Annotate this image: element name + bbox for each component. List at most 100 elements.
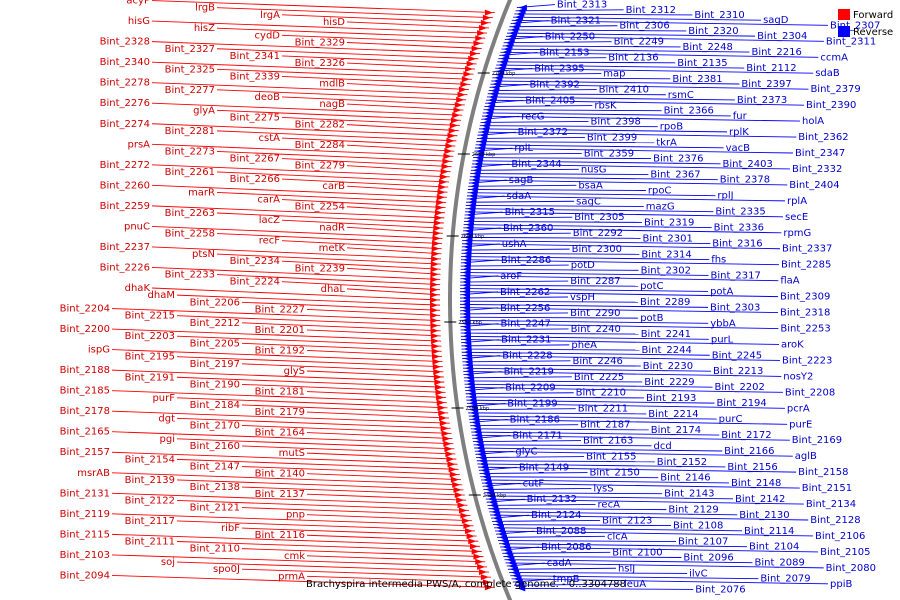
- forward-gene-label[interactable]: Bint_2278: [100, 78, 150, 89]
- forward-gene-label[interactable]: Bint_2139: [125, 475, 175, 486]
- reverse-gene-label[interactable]: Bint_2359: [584, 148, 634, 159]
- forward-gene-label[interactable]: Bint_2260: [100, 180, 150, 191]
- reverse-gene-label[interactable]: Bint_2128: [810, 515, 860, 526]
- reverse-gene-label[interactable]: Bint_2134: [806, 499, 856, 510]
- forward-gene-label[interactable]: dhaL: [321, 284, 346, 295]
- reverse-gene-label[interactable]: Bint_2315: [505, 207, 555, 218]
- forward-gene-label[interactable]: Bint_2341: [230, 51, 280, 62]
- forward-gene-label[interactable]: Bint_2215: [125, 311, 175, 322]
- forward-gene-label[interactable]: Bint_2339: [230, 71, 280, 82]
- forward-gene-label[interactable]: Bint_2115: [60, 529, 110, 540]
- forward-gene-label[interactable]: Bint_2234: [230, 256, 280, 267]
- forward-gene-label[interactable]: Bint_2273: [165, 146, 215, 157]
- reverse-gene-label[interactable]: nusG: [581, 164, 607, 175]
- forward-gene-label[interactable]: Bint_2111: [125, 537, 175, 548]
- forward-gene-label[interactable]: Bint_2266: [230, 174, 280, 185]
- reverse-gene-label[interactable]: Bint_2390: [806, 100, 856, 111]
- reverse-gene-label[interactable]: potC: [640, 281, 663, 292]
- reverse-gene-label[interactable]: Bint_2193: [646, 393, 696, 404]
- forward-gene-label[interactable]: prmA: [278, 571, 305, 582]
- reverse-gene-label[interactable]: Bint_2108: [673, 521, 723, 532]
- reverse-gene-label[interactable]: Bint_2150: [590, 468, 640, 479]
- reverse-gene-label[interactable]: Bint_2262: [500, 287, 550, 298]
- reverse-gene-label[interactable]: aroF: [500, 271, 522, 282]
- reverse-gene-label[interactable]: Bint_2347: [795, 148, 845, 159]
- reverse-gene-label[interactable]: Bint_2362: [798, 132, 848, 143]
- reverse-gene-label[interactable]: Bint_2381: [672, 74, 722, 85]
- forward-gene-label[interactable]: Bint_2195: [125, 352, 175, 363]
- reverse-gene-label[interactable]: flaA: [780, 276, 799, 287]
- reverse-gene-label[interactable]: rbsK: [594, 101, 617, 112]
- forward-gene-label[interactable]: Bint_2233: [165, 270, 215, 281]
- reverse-gene-label[interactable]: Bint_2216: [751, 47, 801, 58]
- reverse-gene-label[interactable]: Bint_2194: [716, 398, 766, 409]
- forward-gene-label[interactable]: msrAB: [77, 468, 110, 479]
- reverse-gene-label[interactable]: Bint_2124: [531, 510, 581, 521]
- forward-gene-label[interactable]: Bint_2279: [295, 161, 345, 172]
- reverse-gene-label[interactable]: Bint_2151: [802, 483, 852, 494]
- forward-gene-label[interactable]: Bint_2275: [230, 112, 280, 123]
- forward-gene-label[interactable]: Bint_2185: [60, 386, 110, 397]
- reverse-gene-label[interactable]: mazG: [646, 201, 675, 212]
- reverse-gene-label[interactable]: tmpB: [553, 574, 580, 585]
- reverse-gene-label[interactable]: Bint_2096: [683, 552, 733, 563]
- forward-gene-label[interactable]: Bint_2261: [165, 167, 215, 178]
- reverse-gene-label[interactable]: cadA: [547, 558, 572, 569]
- reverse-gene-label[interactable]: Bint_2344: [511, 159, 561, 170]
- reverse-gene-label[interactable]: Bint_2230: [643, 361, 693, 372]
- reverse-gene-label[interactable]: Bint_2166: [724, 446, 774, 457]
- reverse-gene-label[interactable]: Bint_2319: [644, 217, 694, 228]
- forward-gene-label[interactable]: deoB: [255, 92, 281, 103]
- forward-gene-label[interactable]: Bint_2281: [165, 126, 215, 137]
- reverse-gene-label[interactable]: Bint_2244: [642, 345, 692, 356]
- forward-gene-label[interactable]: Bint_2237: [100, 242, 150, 253]
- forward-gene-label[interactable]: lrgA: [260, 10, 280, 21]
- forward-gene-label[interactable]: prsA: [127, 139, 150, 150]
- forward-gene-label[interactable]: glyS: [284, 366, 305, 377]
- reverse-gene-label[interactable]: Bint_2321: [551, 16, 601, 27]
- forward-gene-label[interactable]: cstA: [259, 133, 281, 144]
- reverse-gene-label[interactable]: Bint_2376: [653, 154, 703, 165]
- forward-gene-label[interactable]: dgt: [158, 413, 175, 424]
- reverse-gene-label[interactable]: Bint_2305: [574, 212, 624, 223]
- reverse-gene-label[interactable]: Bint_2086: [541, 542, 591, 553]
- reverse-gene-label[interactable]: Bint_2105: [820, 547, 870, 558]
- forward-gene-label[interactable]: Bint_2138: [190, 482, 240, 493]
- forward-gene-label[interactable]: Bint_2201: [255, 325, 305, 336]
- reverse-gene-label[interactable]: Bint_2392: [530, 79, 580, 90]
- reverse-gene-label[interactable]: Bint_2186: [510, 414, 560, 425]
- reverse-gene-label[interactable]: Bint_2245: [712, 350, 762, 361]
- reverse-gene-label[interactable]: Bint_2313: [557, 0, 607, 11]
- reverse-gene-label[interactable]: Bint_2410: [599, 85, 649, 96]
- forward-gene-label[interactable]: Bint_2226: [100, 262, 150, 273]
- reverse-gene-label[interactable]: potA: [710, 286, 733, 297]
- forward-gene-label[interactable]: Bint_2340: [100, 57, 150, 68]
- reverse-gene-label[interactable]: Bint_2155: [586, 452, 636, 463]
- reverse-gene-label[interactable]: Bint_2372: [518, 127, 568, 138]
- reverse-gene-label[interactable]: rsmC: [668, 90, 694, 101]
- reverse-gene-label[interactable]: clcA: [607, 531, 628, 542]
- reverse-gene-label[interactable]: Bint_2079: [760, 574, 810, 585]
- reverse-gene-label[interactable]: Bint_2304: [757, 31, 807, 42]
- reverse-gene-label[interactable]: Bint_2152: [657, 457, 707, 468]
- reverse-gene-label[interactable]: ushA: [502, 239, 527, 250]
- forward-gene-label[interactable]: Bint_2329: [295, 37, 345, 48]
- reverse-gene-label[interactable]: Bint_2172: [721, 430, 771, 441]
- forward-gene-label[interactable]: mdlB: [319, 79, 345, 90]
- reverse-gene-label[interactable]: sdaB: [815, 68, 840, 79]
- reverse-gene-label[interactable]: vspH: [570, 292, 595, 303]
- reverse-gene-label[interactable]: Bint_2311: [826, 36, 876, 47]
- reverse-gene-label[interactable]: Bint_2249: [614, 37, 664, 48]
- reverse-gene-label[interactable]: Bint_2307: [830, 20, 880, 31]
- forward-gene-label[interactable]: ribF: [221, 523, 240, 534]
- reverse-gene-label[interactable]: sdaA: [507, 191, 532, 202]
- reverse-gene-label[interactable]: Bint_2373: [737, 95, 787, 106]
- reverse-gene-label[interactable]: Bint_2248: [683, 42, 733, 53]
- reverse-gene-label[interactable]: Bint_2214: [648, 409, 698, 420]
- reverse-gene-label[interactable]: Bint_2403: [723, 159, 773, 170]
- forward-gene-label[interactable]: ptsN: [192, 249, 215, 260]
- forward-gene-label[interactable]: Bint_2121: [190, 503, 240, 514]
- reverse-gene-label[interactable]: Bint_2100: [612, 547, 662, 558]
- forward-gene-label[interactable]: Bint_2205: [190, 338, 240, 349]
- forward-gene-label[interactable]: hisZ: [194, 23, 215, 34]
